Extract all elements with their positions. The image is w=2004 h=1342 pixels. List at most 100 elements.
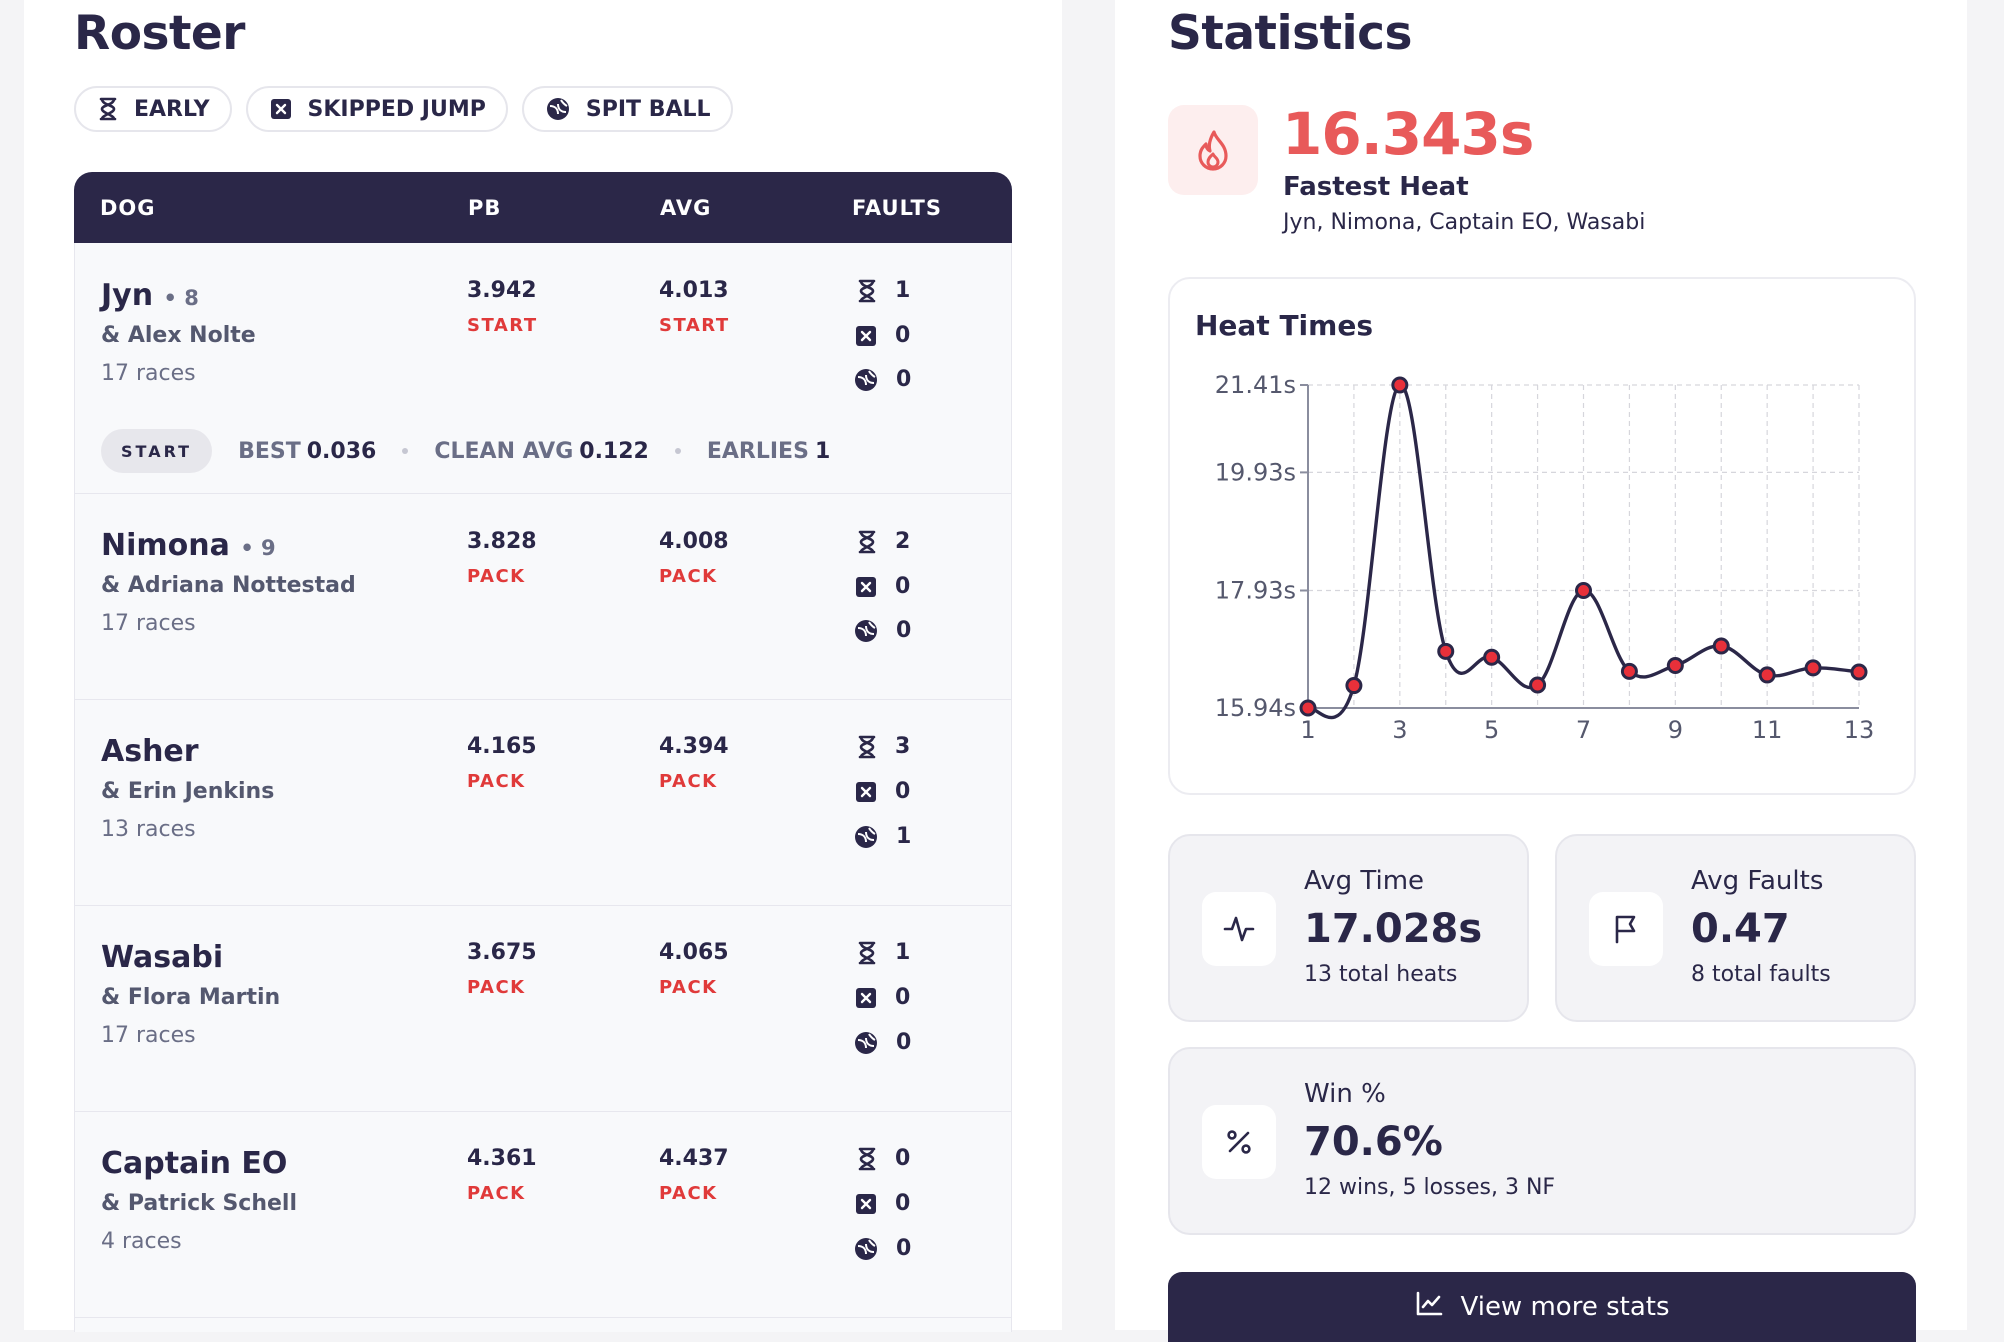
pb-value: 4.361 (467, 1146, 537, 1171)
early-fault-count: 2 (857, 529, 910, 554)
avg-value: 4.065 (659, 940, 729, 965)
heat-times-chart: Heat Times 21.41s 19.93s 17.93s 15.94s 1 3 5 7 9… (1168, 277, 1916, 795)
data-point (1712, 637, 1730, 655)
earlies-value: 1 (814, 438, 831, 464)
table-row[interactable]: Captain EO & Patrick Schell 4 races 4.36… (75, 1112, 1011, 1318)
race-count: 17 races (101, 611, 196, 636)
skipped-jump-count: 0 (855, 323, 910, 348)
x-tick-label: 5 (1484, 716, 1499, 744)
x-tick-label: 9 (1668, 716, 1683, 744)
hourglass-icon (98, 97, 118, 121)
chart-title: Heat Times (1195, 309, 1373, 342)
spit-ball-count: 0 (854, 367, 911, 392)
handler-name: & Erin Jenkins (101, 779, 275, 804)
early-fault-count: 1 (857, 278, 910, 303)
dog-name: Captain EO (101, 1146, 288, 1181)
fault-legend: EARLY SKIPPED JUMP SPIT BALL (74, 86, 733, 132)
pb-position: START (467, 315, 538, 336)
skipped-jump-count: 0 (855, 574, 910, 599)
data-point (1804, 659, 1822, 677)
pb-position: PACK (467, 977, 526, 998)
pb-position: PACK (467, 771, 526, 792)
spit-ball-icon (854, 1237, 878, 1261)
avg-position: PACK (659, 566, 718, 587)
avg-time-value: 17.028s (1304, 906, 1483, 952)
skipped-jump-icon (855, 576, 877, 598)
spit-ball-icon (854, 619, 878, 643)
avg-value: 4.394 (659, 734, 729, 759)
column-header-dog[interactable]: DOG (100, 196, 156, 220)
x-tick-label: 1 (1300, 716, 1315, 744)
legend-label: EARLY (134, 96, 210, 122)
legend-label: SKIPPED JUMP (307, 96, 486, 122)
data-point (1666, 656, 1684, 674)
earlies-label: EARLIES (706, 438, 809, 464)
x-tick-label: 3 (1392, 716, 1407, 744)
avg-faults-card: Avg Faults 0.47 8 total faults (1555, 834, 1916, 1022)
win-percent-sub: 12 wins, 5 losses, 3 NF (1304, 1175, 1556, 1200)
avg-time-label: Avg Time (1304, 866, 1425, 896)
legend-label: SPIT BALL (585, 96, 711, 122)
x-tick-label: 7 (1576, 716, 1591, 744)
spit-ball-count: 1 (854, 824, 911, 849)
legend-chip-skipped-jump[interactable]: SKIPPED JUMP (245, 86, 508, 132)
flag-icon (1589, 892, 1663, 966)
fastest-heat-dogs: Jyn, Nimona, Captain EO, Wasabi (1283, 210, 1646, 235)
avg-position: PACK (659, 977, 718, 998)
best-label: BEST (238, 438, 301, 464)
race-count: 13 races (101, 817, 196, 842)
table-header: DOG PB AVG FAULTS (74, 172, 1012, 243)
spit-ball-icon (854, 1031, 878, 1055)
hourglass-icon (857, 1147, 877, 1171)
pb-position: PACK (467, 1183, 526, 1204)
handler-name: & Patrick Schell (101, 1191, 298, 1216)
table-row[interactable]: Wasabi & Flora Martin 17 races 3.675 PAC… (75, 906, 1011, 1112)
dog-age: • 8 (163, 286, 199, 310)
view-more-stats-label: View more stats (1460, 1292, 1670, 1322)
skipped-jump-count: 0 (855, 1191, 910, 1216)
separator-dot (674, 448, 681, 454)
x-tick-label: 13 (1844, 716, 1875, 744)
avg-position: START (659, 315, 730, 336)
activity-icon (1202, 892, 1276, 966)
race-count: 17 races (101, 1023, 196, 1048)
column-header-faults[interactable]: FAULTS (852, 196, 942, 220)
clean-avg-label: CLEAN AVG (434, 438, 574, 464)
legend-chip-spit-ball[interactable]: SPIT BALL (521, 86, 733, 132)
fastest-heat-label: Fastest Heat (1283, 172, 1469, 202)
handler-name: & Alex Nolte (101, 323, 256, 348)
table-row[interactable]: Jyn • 8 & Alex Nolte 17 races 3.942 STAR… (75, 243, 1011, 494)
y-tick-label: 19.93s (1215, 458, 1296, 486)
win-percent-label: Win % (1304, 1079, 1386, 1109)
legend-chip-early[interactable]: EARLY (74, 86, 232, 132)
skipped-jump-count: 0 (855, 985, 910, 1010)
avg-faults-value: 0.47 (1691, 906, 1790, 952)
data-point (1575, 581, 1592, 599)
clean-avg-value: 0.122 (579, 438, 649, 464)
hourglass-icon (857, 279, 877, 303)
avg-time-card: Avg Time 17.028s 13 total heats (1168, 834, 1529, 1022)
win-percent-value: 70.6% (1304, 1119, 1443, 1165)
handler-name: & Adriana Nottestad (101, 573, 356, 598)
early-fault-count: 0 (857, 1146, 910, 1171)
spit-ball-icon (854, 825, 878, 849)
table-row[interactable]: Nimona • 9 & Adriana Nottestad 17 races … (75, 494, 1011, 700)
data-point (1299, 699, 1317, 717)
view-more-stats-button[interactable]: View more stats (1168, 1272, 1916, 1342)
start-pill[interactable]: START (101, 429, 213, 473)
column-header-pb[interactable]: PB (468, 196, 502, 220)
data-point (1850, 663, 1868, 681)
handler-name: & Flora Martin (101, 985, 281, 1010)
y-tick-label: 15.94s (1215, 694, 1296, 722)
data-point (1758, 666, 1776, 684)
column-header-avg[interactable]: AVG (660, 196, 712, 220)
spit-ball-count: 0 (854, 1236, 911, 1261)
table-row[interactable]: Asher & Erin Jenkins 13 races 4.165 PACK… (75, 700, 1011, 906)
dog-name: Asher (101, 734, 199, 769)
skipped-jump-icon (855, 781, 877, 803)
hourglass-icon (857, 530, 877, 554)
race-count: 4 races (101, 1229, 182, 1254)
avg-time-sub: 13 total heats (1304, 962, 1458, 987)
separator-dot (402, 448, 409, 454)
